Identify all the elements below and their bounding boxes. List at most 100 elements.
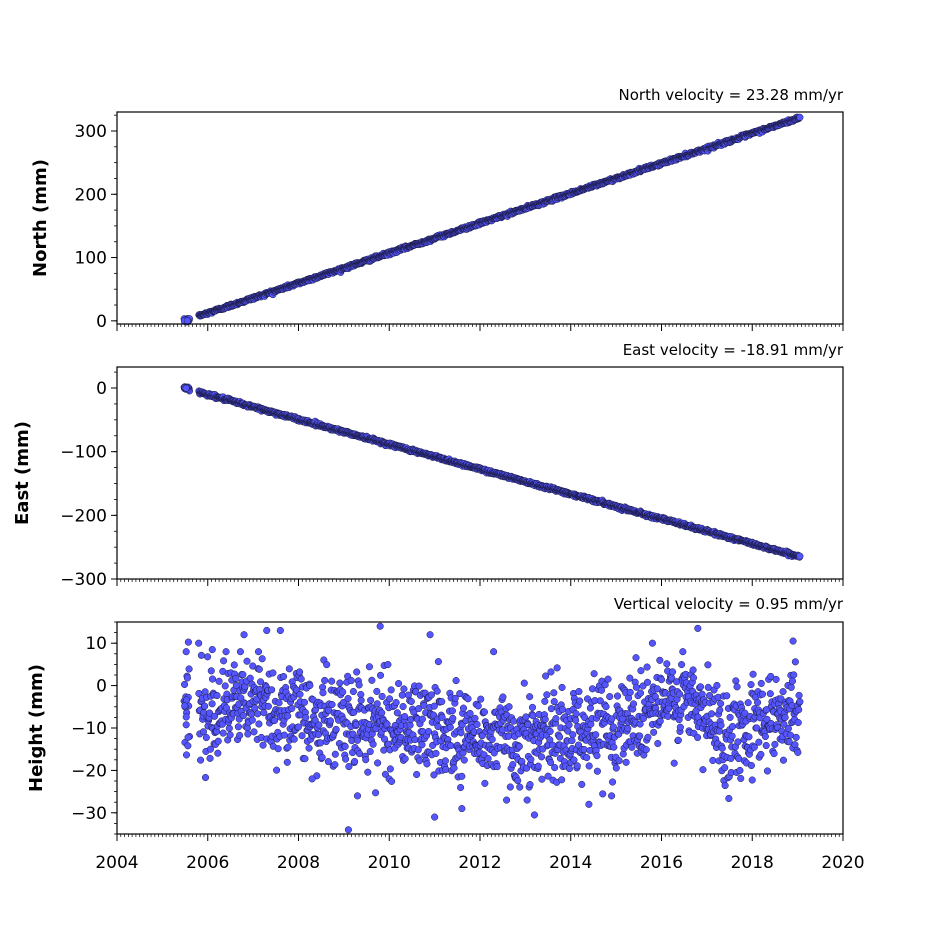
height-point <box>446 723 454 731</box>
height-point <box>214 737 222 745</box>
height-point <box>222 648 230 656</box>
height-point <box>728 722 737 731</box>
height-point <box>488 735 496 743</box>
height-point <box>556 733 564 741</box>
height-point <box>573 762 581 770</box>
height-point <box>425 727 433 736</box>
height-point <box>290 735 298 743</box>
height-point <box>365 663 373 671</box>
height-point <box>214 749 222 757</box>
height-point <box>384 660 392 669</box>
height-point <box>471 714 479 722</box>
height-point <box>386 765 394 773</box>
height-point <box>273 766 281 774</box>
east-ytick-label: 0 <box>96 379 107 399</box>
height-point <box>624 724 632 733</box>
height-point <box>510 717 518 725</box>
height-point <box>534 762 542 770</box>
height-point <box>481 779 489 787</box>
height-point <box>236 731 244 739</box>
height-point <box>558 683 566 691</box>
height-point <box>207 667 215 675</box>
height-point <box>423 760 431 768</box>
height-point <box>239 671 247 679</box>
height-point <box>418 741 426 749</box>
height-point <box>373 687 381 695</box>
height-point <box>373 700 381 708</box>
height-point <box>734 738 742 746</box>
height-point <box>378 692 386 700</box>
height-point <box>744 699 752 707</box>
height-ytick-label: 10 <box>85 634 107 654</box>
east-ylabel: East (mm) <box>12 421 33 525</box>
height-point <box>368 676 376 684</box>
height-point <box>347 677 355 685</box>
east-points <box>180 383 804 561</box>
height-point <box>283 758 291 766</box>
height-point <box>464 695 472 703</box>
height-point <box>201 702 209 710</box>
height-point <box>460 756 468 764</box>
height-point <box>208 675 217 683</box>
height-point <box>522 713 530 721</box>
height-point <box>215 677 223 685</box>
height-point <box>427 691 435 699</box>
height-point <box>717 721 725 729</box>
height-point <box>357 690 365 699</box>
height-point <box>541 697 549 705</box>
height-point <box>254 648 263 656</box>
height-point <box>537 753 546 761</box>
height-point <box>599 790 607 798</box>
height-point <box>572 710 580 718</box>
height-point <box>255 720 263 728</box>
height-point <box>369 740 377 748</box>
east-ytick-label: −100 <box>60 443 107 463</box>
height-point <box>243 657 251 665</box>
height-point <box>553 664 561 672</box>
height-point <box>622 758 630 766</box>
north-ylabel: North (mm) <box>30 159 51 277</box>
height-point <box>434 658 442 666</box>
height-point <box>268 686 276 694</box>
north-point <box>796 113 804 121</box>
height-point <box>637 667 645 675</box>
height-point <box>204 653 212 661</box>
height-point <box>415 757 424 765</box>
height-point <box>538 775 546 783</box>
height-point <box>604 675 612 683</box>
height-point <box>558 776 566 784</box>
height-point <box>401 713 409 721</box>
height-point <box>355 681 363 689</box>
height-point <box>527 755 535 764</box>
height-point <box>183 674 191 682</box>
height-point <box>331 750 339 758</box>
height-point <box>244 730 252 738</box>
height-point <box>578 780 586 788</box>
height-point <box>713 681 721 690</box>
height-point <box>644 733 652 741</box>
height-point <box>506 783 514 791</box>
height-point <box>413 770 421 779</box>
height-point <box>230 661 238 669</box>
height-point <box>572 716 580 724</box>
height-point <box>264 702 272 710</box>
height-point <box>726 713 734 721</box>
height-point <box>457 729 465 737</box>
height-point <box>709 756 717 764</box>
height-point <box>225 724 233 732</box>
height-point <box>708 710 716 718</box>
height-point <box>732 677 740 685</box>
height-point <box>663 660 671 668</box>
height-point <box>715 727 723 735</box>
height-point <box>583 754 591 762</box>
height-ytick-label: 0 <box>96 677 107 697</box>
height-point <box>418 715 426 723</box>
height-point <box>737 774 745 783</box>
height-point <box>654 739 662 748</box>
north-ytick-label: 200 <box>75 185 107 205</box>
height-point <box>387 686 395 694</box>
height-point <box>248 716 256 724</box>
height-point <box>632 654 640 662</box>
height-point <box>321 676 329 685</box>
height-point <box>326 717 334 725</box>
